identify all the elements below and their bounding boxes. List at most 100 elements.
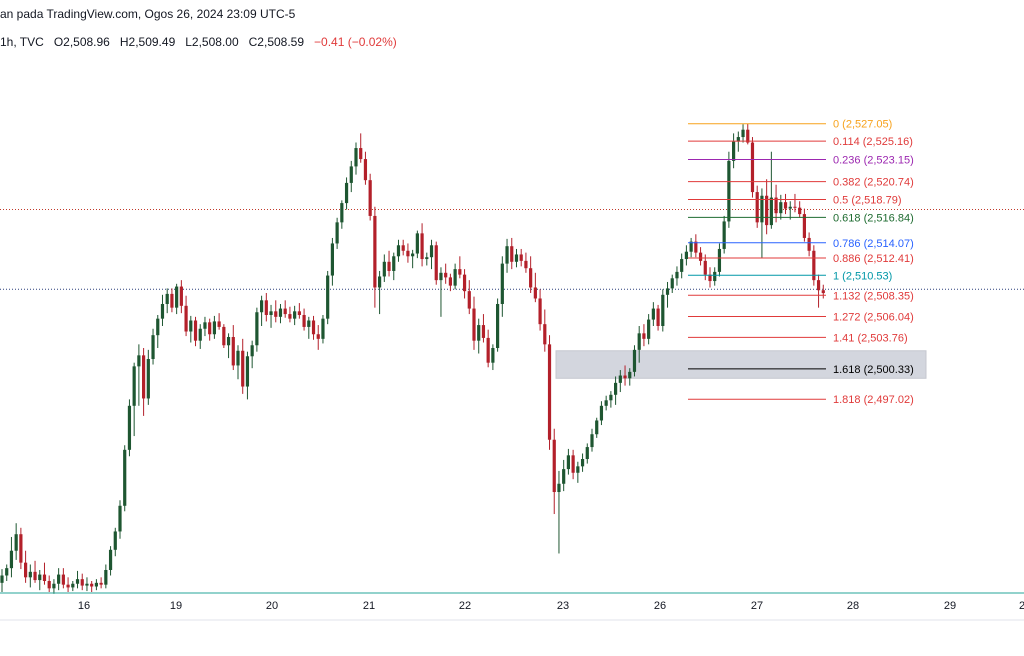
candle-body [245, 356, 250, 387]
candle-body [779, 202, 783, 214]
candle-body [165, 293, 169, 304]
candle-body [193, 320, 198, 341]
fib-level-label: 1.818 (2,497.02) [833, 394, 914, 406]
candle-body [746, 129, 750, 143]
x-tick-label: 16 [78, 600, 90, 612]
candle-body [665, 288, 670, 295]
candle-body [496, 303, 500, 349]
candle-body [632, 349, 637, 372]
fib-level-label: 0 (2,527.05) [833, 119, 892, 131]
fib-level-label: 0.5 (2,518.79) [833, 195, 902, 207]
candle-body [349, 166, 353, 183]
chart-publish-caption: an pada TradingView.com, Ogos 26, 2024 2… [0, 7, 296, 21]
candle-body [453, 269, 457, 286]
candle-body [505, 246, 509, 264]
candle-body [33, 571, 37, 581]
candle-body [722, 221, 726, 249]
candle-body [807, 237, 811, 251]
candle-body [604, 400, 608, 406]
candle-body [90, 583, 94, 587]
candle-body [411, 253, 415, 257]
candle-body [66, 584, 70, 588]
demand-zone-layer [555, 350, 927, 379]
candle-body [429, 245, 434, 258]
candle-body [765, 195, 769, 226]
candles-layer [0, 123, 825, 594]
x-tick-label: 22 [459, 600, 471, 612]
candle-body [321, 318, 325, 339]
candle-body [698, 252, 703, 261]
candle-body [694, 241, 698, 253]
candle-body [151, 335, 155, 360]
candle-body [741, 129, 745, 138]
fib-level-label: 0.618 (2,516.84) [833, 212, 914, 224]
candle-body [236, 350, 240, 366]
candle-body [519, 254, 523, 261]
candle-body [689, 241, 693, 252]
candle-body [647, 319, 651, 339]
candle-body [75, 579, 80, 584]
candle-body [255, 312, 259, 346]
candle-body [307, 320, 311, 327]
candle-body [406, 250, 410, 257]
candle-body [401, 245, 405, 251]
candle-body [9, 550, 14, 569]
candle-body [543, 324, 547, 345]
candle-body [222, 326, 226, 346]
candle-body [472, 308, 476, 341]
candle-body [278, 308, 283, 317]
candle-body [42, 574, 47, 581]
candle-body [217, 321, 221, 327]
candle-body [156, 318, 160, 336]
candle-body [788, 206, 792, 209]
candle-body [618, 375, 622, 383]
candle-body [378, 276, 382, 288]
candle-body [47, 580, 51, 589]
x-tick-label: 27 [751, 600, 763, 612]
candle-body [260, 300, 264, 313]
candle-body [802, 214, 806, 238]
x-tick-label: 26 [654, 600, 666, 612]
candle-body [61, 574, 65, 585]
candle-body [524, 260, 528, 269]
candle-body [208, 322, 212, 335]
candle-body [354, 148, 358, 167]
candle-body [160, 303, 165, 319]
x-tick-label: 20 [266, 600, 278, 612]
candle-body [571, 455, 575, 473]
candle-body [241, 350, 245, 387]
candle-body [661, 294, 665, 326]
candle-body [108, 549, 113, 570]
candle-body [599, 405, 604, 421]
candle-body [798, 207, 802, 215]
candle-body [439, 272, 443, 281]
candle-body [444, 272, 448, 278]
candle-body [590, 434, 594, 448]
candle-body [595, 420, 599, 435]
ohlc-change: −0.41 (−0.02%) [314, 35, 397, 49]
candle-body [52, 583, 56, 589]
candle-body [637, 333, 641, 350]
candle-body [368, 180, 372, 216]
candle-body [547, 344, 552, 440]
candle-body [392, 256, 396, 271]
candle-body [491, 348, 495, 363]
candle-body [557, 483, 561, 493]
candle-body [434, 245, 438, 281]
candle-body [198, 328, 202, 341]
candle-body [189, 320, 193, 332]
candle-body [486, 337, 490, 363]
candle-body [755, 192, 759, 223]
x-tick-label: 29 [944, 600, 956, 612]
fib-level-label: 1.41 (2,503.76) [833, 332, 908, 344]
candle-body [675, 271, 679, 279]
candle-body [0, 575, 4, 583]
candle-body [708, 274, 712, 282]
candle-body [420, 233, 424, 260]
time-axis: 16 19 20 21 22 23 26 27 28 29 2 [0, 592, 1024, 621]
candle-body [28, 571, 32, 578]
candle-body [656, 308, 660, 326]
ohlc-legend: 1h, TVC O2,508.96 H2,509.49 L2,508.00 C2,508… [0, 35, 407, 49]
